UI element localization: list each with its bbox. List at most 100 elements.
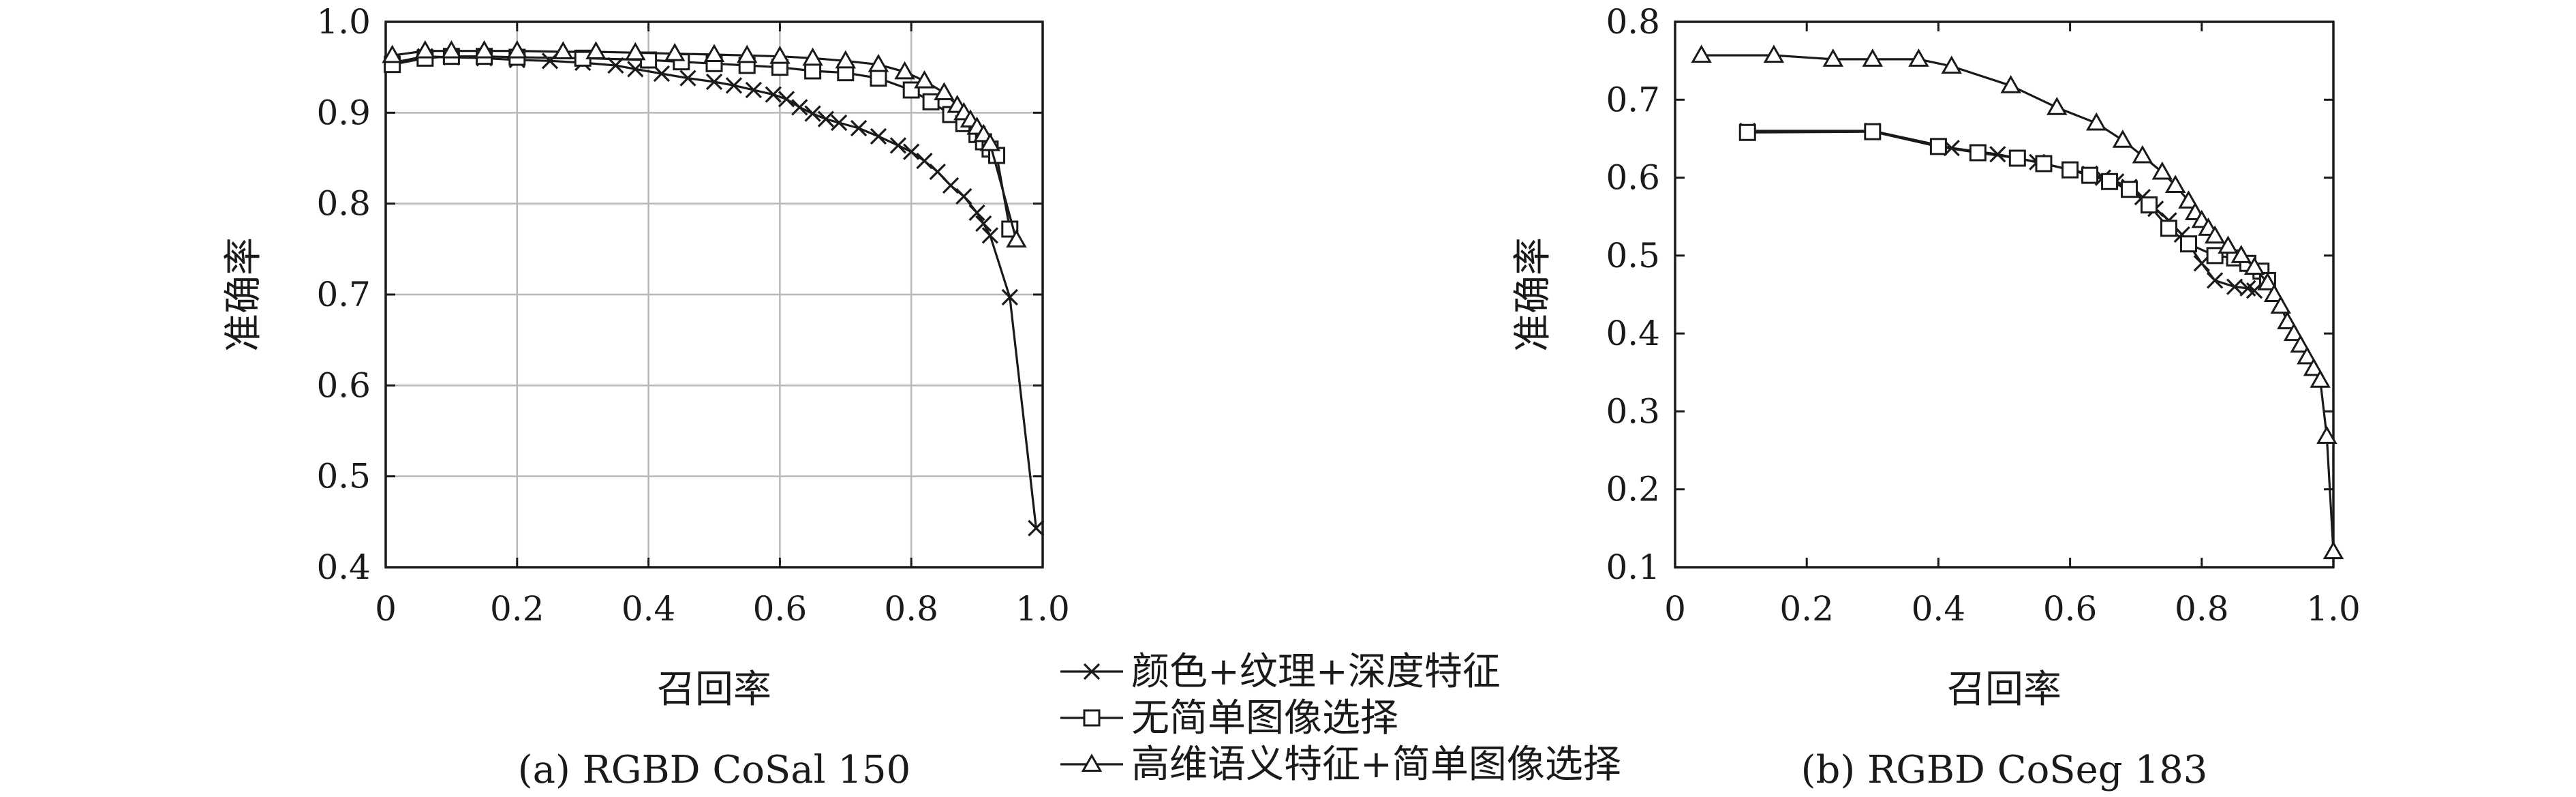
data-point [2290, 334, 2311, 353]
data-point [705, 73, 723, 91]
x-tick-label: 0.8 [2175, 589, 2229, 629]
y-tick-label: 0.4 [1606, 314, 1660, 353]
y-tick-label: 0.8 [316, 184, 371, 224]
data-point [2000, 75, 2021, 93]
data-point [831, 114, 848, 132]
data-point [2141, 196, 2158, 214]
data-point [1001, 288, 1018, 306]
data-point [802, 47, 823, 66]
data-point [765, 86, 782, 103]
x-tick-label: 1.0 [2306, 589, 2361, 629]
y-axis-label: 准确率 [1511, 237, 1555, 352]
y-tick-label: 0.6 [316, 365, 371, 405]
x-tick-label: 0.8 [884, 589, 938, 629]
y-tick-label: 0.5 [316, 457, 371, 496]
data-point [835, 50, 857, 69]
data-point [664, 42, 686, 61]
panel-caption: (b) RGBD CoSeg 183 [1801, 748, 2208, 792]
data-point [2101, 172, 2119, 190]
data-point [981, 227, 999, 244]
data-point [625, 42, 646, 61]
data-point [725, 77, 743, 94]
data-point [1864, 123, 1882, 140]
data-point [778, 91, 795, 108]
data-point [2178, 190, 2199, 209]
x-tick-label: 0.4 [1912, 589, 1966, 629]
data-point [1763, 44, 1785, 63]
legend-entry: 无简单图像选择 [1060, 696, 1398, 740]
data-point [968, 204, 985, 222]
data-point [382, 44, 403, 63]
data-point [2204, 225, 2226, 244]
data-point [2303, 357, 2325, 376]
data-point [2218, 235, 2239, 254]
y-tick-label: 0.7 [1606, 80, 1660, 119]
data-point [914, 70, 935, 89]
data-point [653, 65, 671, 82]
data-point [703, 44, 725, 62]
data-point [916, 152, 933, 170]
plot-frame [1674, 20, 2335, 569]
y-tick-label: 0.2 [1606, 470, 1660, 509]
x-tick-label: 0 [375, 589, 397, 629]
data-point [2257, 272, 2278, 290]
data-point [1006, 229, 1027, 247]
data-point [804, 105, 821, 122]
data-point [1929, 138, 1947, 155]
data-point [2160, 220, 2177, 237]
x-tick-label: 0.4 [622, 589, 676, 629]
data-point [1822, 48, 1844, 67]
data-point [2046, 97, 2068, 115]
data-point [736, 44, 758, 63]
series-line [1701, 54, 2335, 552]
x-tick-label: 0 [1664, 589, 1686, 629]
data-point [506, 40, 528, 59]
data-point [441, 40, 462, 59]
data-point [894, 61, 915, 80]
x-tick-label: 1.0 [1015, 589, 1070, 629]
legend-label: 无简单图像选择 [1131, 696, 1398, 740]
data-point [2206, 272, 2224, 289]
x-axis-label: 召回率 [657, 667, 771, 712]
data-point [2226, 278, 2243, 295]
data-point [474, 40, 495, 59]
panel-b: 0 0.2 0.4 0.6 0.8 1.0 0.1 0.2 0.3 0.4 0.5 0.6 0.7 0.8… [1511, 2, 2361, 792]
y-tick-label: 1.0 [316, 2, 371, 42]
panel-a: 0 0.2 0.4 0.6 0.8 1.0 0.4 0.5 0.6 0.7 0.8 0.9 1.0 召回率… [221, 2, 1070, 792]
y-tick-label: 0.4 [316, 547, 371, 587]
data-point [1028, 520, 1045, 537]
data-point [2316, 425, 2337, 444]
y-tick-label: 0.7 [316, 275, 371, 314]
data-point [745, 81, 762, 99]
data-point [903, 143, 920, 160]
legend-label: 颜色+纹理+深度特征 [1131, 650, 1501, 694]
series-line [392, 55, 1037, 528]
data-point [2179, 235, 2197, 253]
series-triangle [1691, 44, 2344, 560]
data-point [1941, 55, 1962, 74]
y-tick-label: 0.8 [1606, 2, 1660, 42]
data-point [2121, 181, 2138, 198]
data-point [585, 41, 607, 59]
data-point [2035, 155, 2053, 172]
data-point [1738, 123, 1756, 141]
y-tick-label: 0.5 [1606, 236, 1660, 275]
panel-caption: (a) RGBD CoSal 150 [518, 748, 911, 792]
y-tick-label: 0.9 [316, 93, 371, 132]
data-point [679, 70, 696, 87]
data-point [1862, 48, 1884, 67]
data-point [1691, 44, 1712, 63]
data-point [2151, 161, 2173, 180]
data-point [1908, 48, 1929, 67]
data-point [2263, 284, 2285, 302]
legend-marker [1083, 709, 1101, 727]
legend-entry: 颜色+纹理+深度特征 [1060, 650, 1501, 694]
data-point [979, 132, 1001, 151]
data-point [2086, 112, 2107, 131]
y-tick-label: 0.1 [1606, 547, 1660, 587]
y-axis-label: 准确率 [221, 237, 266, 352]
data-point [2277, 311, 2298, 329]
data-point [791, 99, 808, 116]
